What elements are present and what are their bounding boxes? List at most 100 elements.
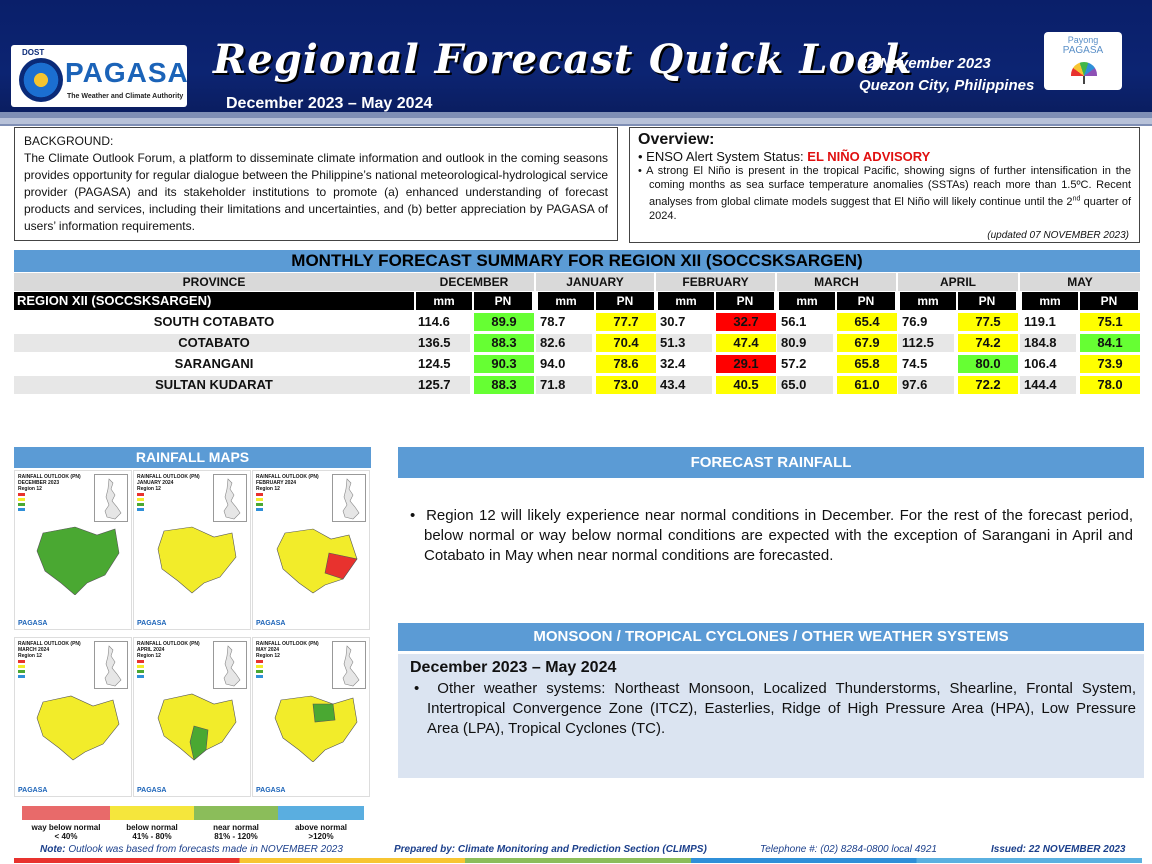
rainfall-map-panel: RAINFALL OUTLOOK (PN) MAY 2024 Region 12… <box>252 637 370 797</box>
legend-range: 41% - 80% <box>132 832 172 841</box>
rainfall-map-panel: RAINFALL OUTLOOK (PN) JANUARY 2024 Regio… <box>133 470 251 630</box>
map-legend <box>137 493 165 517</box>
region-map-shape <box>36 526 120 595</box>
rainfall-mm-value: 114.6 <box>418 314 450 329</box>
month-header: APRIL <box>898 273 1018 291</box>
legend-label: near normal 81% - 120% <box>194 823 278 841</box>
rainfall-mm-value: 125.7 <box>414 376 470 394</box>
brand-tagline: The Weather and Climate Authority <box>67 93 184 100</box>
month-header: MARCH <box>777 273 896 291</box>
percent-normal-value: 67.9 <box>837 334 897 352</box>
percent-normal-value: 72.2 <box>958 376 1018 394</box>
rainfall-map-panel: RAINFALL OUTLOOK (PN) MARCH 2024 Region … <box>14 637 132 797</box>
monsoon-text: • Other weather systems: Northeast Monso… <box>414 680 1136 737</box>
percent-normal-value: 61.0 <box>837 376 897 394</box>
umbrella-handle <box>1083 76 1085 84</box>
percent-normal-value: 77.7 <box>596 313 656 331</box>
rainfall-mm-value: 32.4 <box>660 356 686 371</box>
percent-normal-value: 70.4 <box>596 334 656 352</box>
percent-normal-value: 84.1 <box>1080 334 1140 352</box>
overview-body: A strong El Niño is present in the tropi… <box>646 165 1132 222</box>
map-legend <box>256 493 284 517</box>
map-pagasa-footer: PAGASA <box>18 787 48 794</box>
percent-normal-value: 73.0 <box>596 376 656 394</box>
footer-note-label: Note: <box>40 844 66 855</box>
philippines-inset-map <box>213 474 247 522</box>
percent-normal-value: 88.3 <box>474 376 534 394</box>
legend-category: near normal <box>213 823 259 832</box>
percent-normal-value: 74.2 <box>958 334 1018 352</box>
header-divider-light <box>0 118 1152 124</box>
overview-title: Overview: <box>638 131 715 148</box>
rainfall-mm-value: 94.0 <box>540 356 566 371</box>
overview-text: • A strong El Niño is present in the tro… <box>638 165 1132 222</box>
overview-section: Overview: • ENSO Alert System Status: EL… <box>629 127 1140 243</box>
forecast-rainfall-text: • Region 12 will likely experience near … <box>410 507 1133 564</box>
percent-normal-value: 40.5 <box>716 376 776 394</box>
legend-label: above normal >120% <box>278 823 364 841</box>
province-header: PROVINCE <box>14 273 414 291</box>
rainfall-map-panel: RAINFALL OUTLOOK (PN) APRIL 2024 Region … <box>133 637 251 797</box>
philippines-inset-map <box>332 474 366 522</box>
map-legend <box>256 660 284 684</box>
legend-category: above normal <box>294 823 347 832</box>
enso-label: ENSO Alert System Status: <box>646 149 808 164</box>
pn-header: PN <box>596 292 654 310</box>
province-name: SOUTH COTABATO <box>153 314 275 329</box>
region-map-shape <box>157 526 237 594</box>
rainfall-mm-value: 78.7 <box>540 314 566 329</box>
percent-normal-value: 90.3 <box>474 355 534 373</box>
monsoon-body: Other weather systems: Northeast Monsoon… <box>427 680 1136 737</box>
province-name: SARANGANI <box>174 356 254 371</box>
footer-color-stripe <box>14 858 1142 863</box>
legend-swatch <box>194 806 278 820</box>
rainfall-mm-value: 124.5 <box>418 356 451 371</box>
legend-range: >120% <box>308 832 334 841</box>
province-name: COTABATO <box>14 334 414 352</box>
mm-header: mm <box>658 292 714 310</box>
percent-normal-value: 73.9 <box>1080 355 1140 373</box>
rainfall-map-panel: RAINFALL OUTLOOK (PN) DECEMBER 2023 Regi… <box>14 470 132 630</box>
percent-normal-value: 78.6 <box>596 355 656 373</box>
forecast-rainfall-title: FORECAST RAINFALL <box>398 447 1144 478</box>
brand-name: PAGASA <box>65 57 189 88</box>
rainfall-map-panel: RAINFALL OUTLOOK (PN) FEBRUARY 2024 Regi… <box>252 470 370 630</box>
overview-updated: (updated 07 NOVEMBER 2023) <box>987 230 1129 241</box>
rainfall-mm-value: 76.9 <box>902 314 928 329</box>
legend-range: < 40% <box>54 832 78 841</box>
background-text: The Climate Outlook Forum, a platform to… <box>24 151 608 233</box>
mm-header: mm <box>779 292 835 310</box>
rainfall-mm-value: 97.6 <box>898 376 954 394</box>
map-pagasa-footer: PAGASA <box>256 620 286 627</box>
map-heading: RAINFALL OUTLOOK (PN) JANUARY 2024 Regio… <box>137 474 200 492</box>
percent-normal-value: 47.4 <box>716 334 776 352</box>
percent-normal-value: 75.1 <box>1080 313 1140 331</box>
rainfall-mm-value: 184.8 <box>1020 334 1076 352</box>
map-heading: RAINFALL OUTLOOK (PN) DECEMBER 2023 Regi… <box>18 474 81 492</box>
legend-category: below normal <box>126 823 178 832</box>
background-title: BACKGROUND: <box>24 134 114 148</box>
region-map-shape <box>36 695 120 761</box>
pn-header: PN <box>474 292 532 310</box>
mm-header: mm <box>1022 292 1078 310</box>
pagasa-seal-icon <box>19 58 63 102</box>
percent-normal-value: 78.0 <box>1080 376 1140 394</box>
philippines-inset-map <box>94 641 128 689</box>
map-pagasa-footer: PAGASA <box>137 620 167 627</box>
percent-normal-value: 32.7 <box>716 313 776 331</box>
month-header: DECEMBER <box>414 273 534 291</box>
pn-header: PN <box>837 292 895 310</box>
month-header: FEBRUARY <box>656 273 775 291</box>
enso-status-line: • ENSO Alert System Status: EL NIÑO ADVI… <box>638 149 931 164</box>
rainfall-mm-value: 74.5 <box>902 356 928 371</box>
percent-normal-value: 65.4 <box>837 313 897 331</box>
footer-prepared: Prepared by: Climate Monitoring and Pred… <box>394 844 707 855</box>
header-banner <box>0 0 1152 122</box>
payong-brand: PAGASA <box>1062 45 1104 56</box>
legend-swatch <box>278 806 364 820</box>
region-label: REGION XII (SOCCSKSARGEN) <box>14 292 414 310</box>
rainfall-mm-value: 30.7 <box>660 314 686 329</box>
legend-swatch <box>22 806 110 820</box>
map-pagasa-footer: PAGASA <box>256 787 286 794</box>
payong-label: Payong <box>1067 35 1099 45</box>
